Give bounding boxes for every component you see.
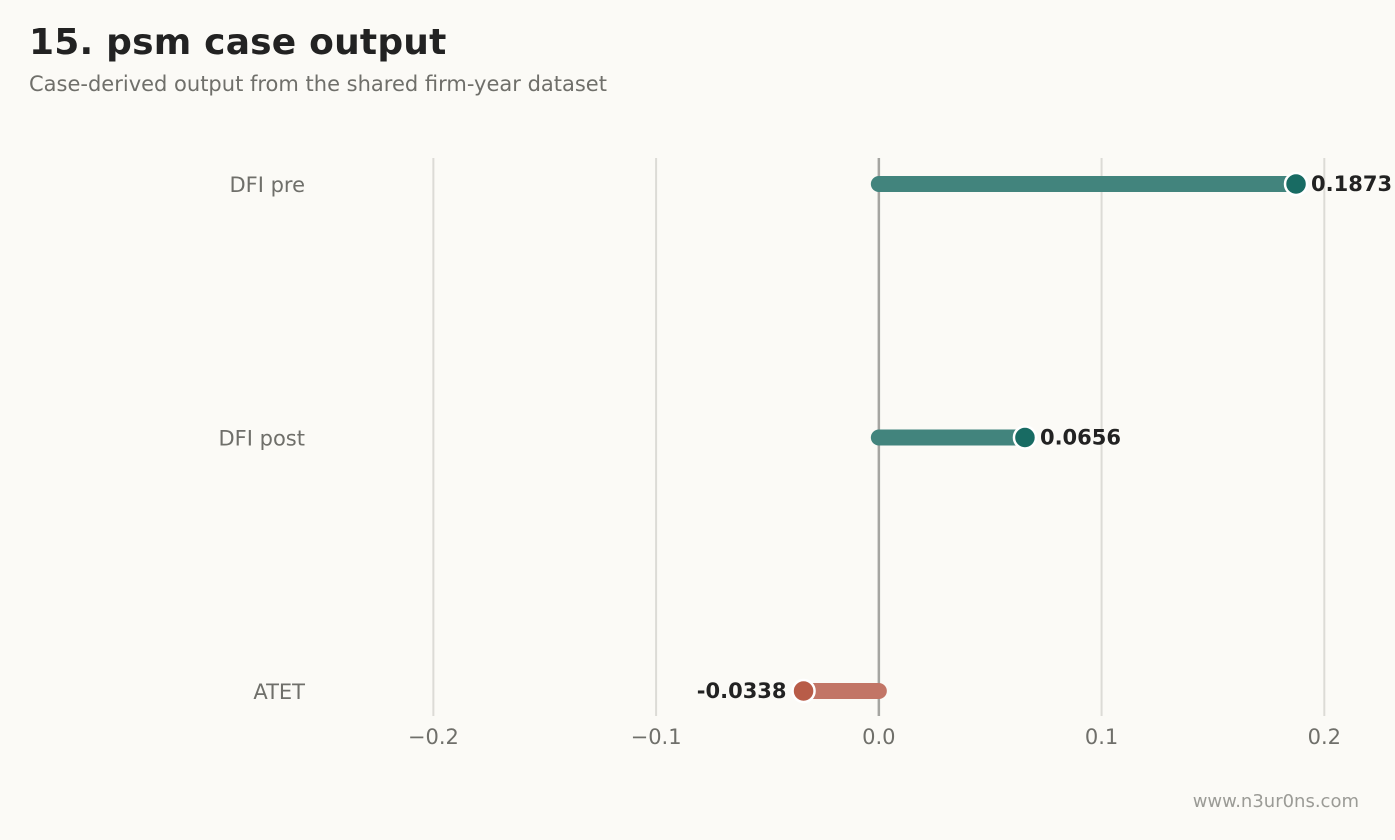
category-label: ATET: [253, 680, 305, 704]
category-label: DFI pre: [229, 173, 305, 197]
watermark: www.n3ur0ns.com: [1192, 791, 1359, 812]
lollipop-dot: [1283, 171, 1309, 197]
x-tick-label: 0.1: [1085, 725, 1118, 749]
chart-subtitle: Case-derived output from the shared firm…: [29, 72, 607, 96]
lollipop-dot: [791, 678, 816, 704]
x-tick-label: 0.0: [862, 725, 895, 749]
value-label: -0.0338: [697, 679, 787, 703]
value-label: 0.0656: [1040, 426, 1121, 450]
value-label: 0.1873: [1311, 172, 1392, 196]
x-tick-label: 0.2: [1308, 725, 1341, 749]
lollipop-dot: [1012, 425, 1038, 450]
x-tick-label: −0.2: [408, 725, 459, 749]
category-label: DFI post: [219, 427, 305, 451]
x-tick-label: −0.1: [631, 725, 682, 749]
chart-title: 15. psm case output: [29, 22, 447, 63]
